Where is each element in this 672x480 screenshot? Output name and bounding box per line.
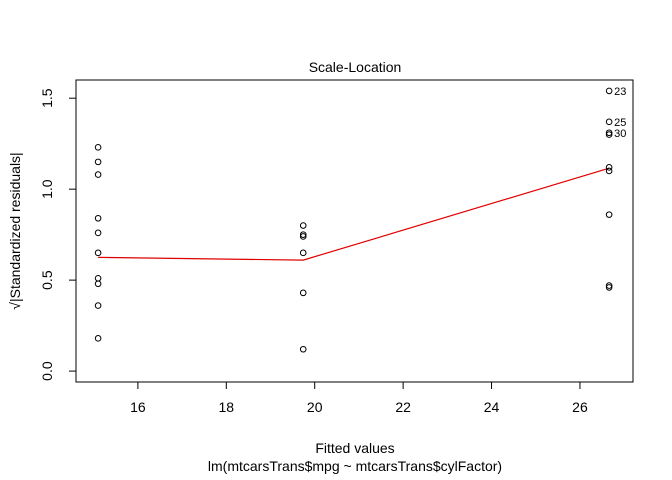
data-point [299, 289, 307, 297]
y-tick-label: 1.0 [39, 179, 55, 199]
data-point [605, 164, 613, 171]
data-point [605, 282, 613, 289]
x-tick-label: 20 [307, 399, 323, 415]
plot-frame [75, 79, 634, 383]
data-point [299, 233, 307, 240]
data-point [299, 249, 307, 257]
y-tick-label: 0.5 [39, 270, 55, 290]
data-point [94, 144, 102, 151]
data-point [94, 158, 102, 166]
data-point [94, 249, 102, 257]
point-label: 30 [614, 128, 626, 140]
x-tick-label: 16 [130, 399, 146, 415]
data-point [94, 229, 102, 237]
point-label: 25 [614, 117, 626, 129]
data-point [94, 214, 102, 222]
data-point [605, 167, 613, 175]
data-point [94, 280, 102, 288]
data-point [605, 118, 613, 126]
point-label: 23 [614, 86, 626, 98]
y-tick-label: 1.5 [39, 88, 55, 108]
x-tick-label: 22 [395, 399, 411, 415]
y-axis-label: √|Standardized residuals| [7, 152, 23, 309]
data-point [94, 335, 102, 342]
x-axis: 16 18 20 22 24 26 [130, 381, 588, 415]
data-point [605, 284, 613, 291]
data-point [299, 222, 307, 229]
y-tick-label: 0.0 [39, 361, 55, 381]
x-axis-label: Fitted values [315, 440, 394, 456]
x-axis-sublabel: lm(mtcarsTrans$mpg ~ mtcarsTrans$cylFact… [208, 458, 502, 474]
data-point [605, 211, 613, 218]
data-point [94, 302, 102, 309]
data-point [94, 275, 102, 282]
x-tick-label: 18 [219, 399, 235, 415]
x-tick-label: 26 [572, 399, 588, 415]
y-axis: 0.0 0.5 1.0 1.5 [39, 88, 77, 381]
data-point [605, 131, 613, 138]
data-point [299, 345, 307, 353]
data-point [299, 231, 307, 238]
data-point [94, 171, 102, 178]
chart-title: Scale-Location [309, 59, 402, 75]
data-point [605, 129, 613, 137]
smoother-line [98, 167, 610, 261]
x-tick-label: 24 [484, 399, 500, 415]
data-points [94, 87, 613, 353]
data-point [605, 87, 613, 95]
